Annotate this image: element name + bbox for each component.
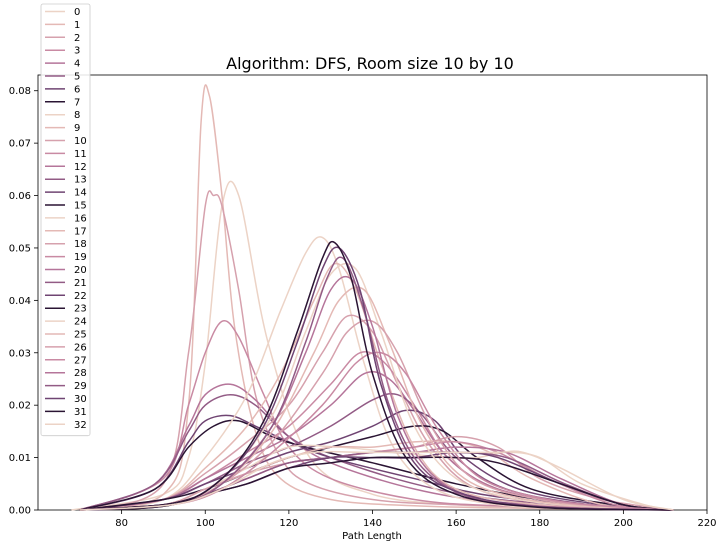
x-tick-label: 160: [447, 518, 466, 529]
x-axis-label: Path Length: [342, 531, 402, 542]
chart-title: Algorithm: DFS, Room size 10 by 10: [226, 54, 514, 73]
x-tick-label: 100: [196, 518, 215, 529]
legend-label-21: 21: [74, 278, 87, 289]
legend-label-4: 4: [74, 59, 80, 70]
legend-label-7: 7: [74, 97, 80, 108]
series-line-2: [79, 190, 674, 511]
legend-label-32: 32: [74, 420, 87, 431]
legend-label-24: 24: [74, 317, 87, 328]
legend: 0123456789101112131415161718192021222324…: [40, 3, 91, 437]
legend-label-3: 3: [74, 46, 80, 57]
legend-label-27: 27: [74, 355, 87, 366]
y-axis: 0.00 0.01 0.02 0.03 0.04 0.05 0.06 0.07 0.08: [9, 86, 38, 517]
y-tick-label: 0.02: [9, 401, 31, 412]
series-line-32: [79, 450, 674, 511]
y-tick-label: 0.06: [9, 191, 31, 202]
legend-label-11: 11: [74, 149, 87, 160]
series-line-30: [79, 246, 674, 511]
x-tick-label: 120: [279, 518, 298, 529]
legend-label-14: 14: [74, 188, 87, 199]
y-tick-label: 0.01: [9, 453, 31, 464]
legend-label-22: 22: [74, 291, 87, 302]
x-axis: 80 100 120 140 160 180 200 220: [115, 510, 717, 529]
legend-label-20: 20: [74, 265, 87, 276]
x-tick-label: 200: [614, 518, 633, 529]
y-tick-label: 0.00: [9, 506, 31, 517]
series-line-27: [79, 351, 674, 511]
legend-label-10: 10: [74, 136, 87, 147]
legend-label-26: 26: [74, 342, 87, 353]
series-line-31: [79, 240, 674, 511]
legend-label-0: 0: [74, 7, 80, 18]
legend-label-15: 15: [74, 201, 87, 212]
plot-frame: [37, 74, 708, 511]
legend-label-5: 5: [74, 72, 80, 83]
legend-label-25: 25: [74, 330, 87, 341]
series-line-26: [79, 319, 674, 511]
series-lines: [71, 84, 674, 511]
legend-label-28: 28: [74, 368, 87, 379]
legend-frame: [40, 3, 91, 437]
series-line-1: [79, 84, 674, 511]
legend-label-29: 29: [74, 381, 87, 392]
legend-label-2: 2: [74, 33, 80, 44]
legend-label-12: 12: [74, 162, 87, 173]
y-tick-label: 0.08: [9, 86, 31, 97]
series-line-14: [79, 409, 674, 511]
x-tick-label: 180: [530, 518, 549, 529]
legend-label-13: 13: [74, 175, 87, 186]
legend-label-9: 9: [74, 123, 80, 134]
x-tick-label: 140: [363, 518, 382, 529]
legend-label-6: 6: [74, 84, 80, 95]
series-line-11: [79, 350, 674, 511]
series-line-8: [79, 236, 674, 511]
legend-label-8: 8: [74, 110, 80, 121]
legend-label-1: 1: [74, 20, 80, 31]
legend-label-18: 18: [74, 239, 87, 250]
y-tick-label: 0.03: [9, 348, 31, 359]
x-tick-label: 80: [115, 518, 128, 529]
legend-label-16: 16: [74, 213, 87, 224]
legend-label-23: 23: [74, 304, 87, 315]
legend-label-31: 31: [74, 407, 87, 418]
legend-label-19: 19: [74, 252, 87, 263]
y-tick-label: 0.04: [9, 296, 31, 307]
legend-label-17: 17: [74, 226, 87, 237]
y-tick-label: 0.07: [9, 139, 31, 150]
legend-label-30: 30: [74, 394, 87, 405]
y-tick-label: 0.05: [9, 243, 31, 254]
x-tick-label: 220: [697, 518, 716, 529]
